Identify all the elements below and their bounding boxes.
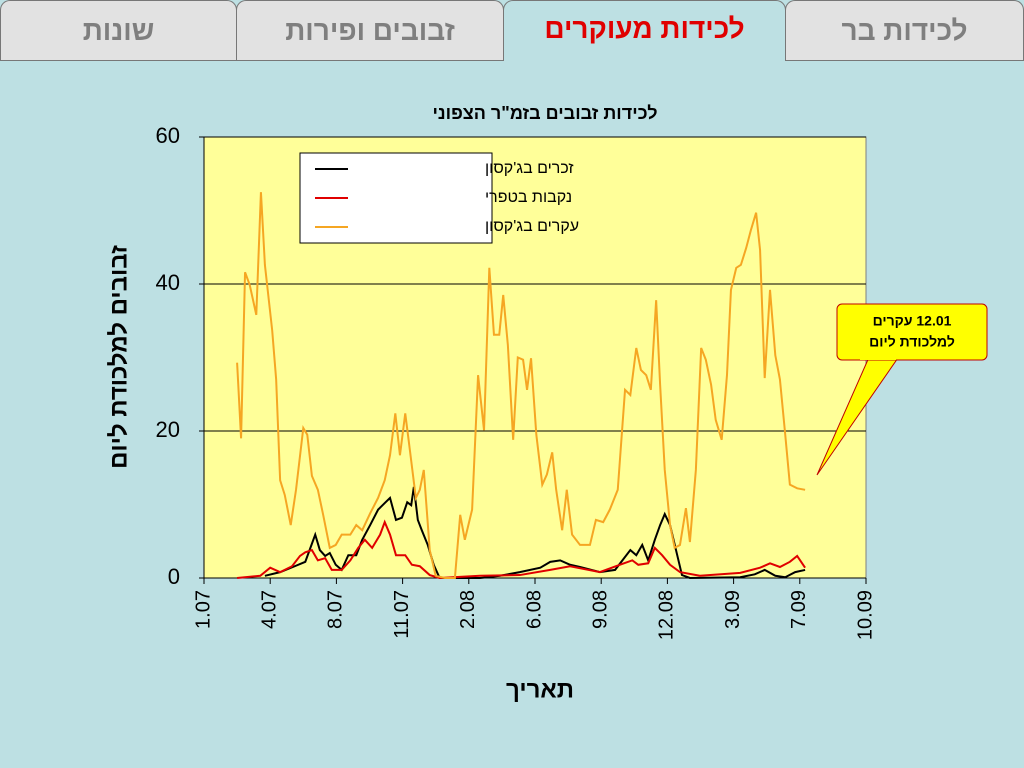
callout-text: 12.01 עקרים (873, 313, 952, 329)
chart-title: לכידות זבובים בזמ"ר הצפוני (432, 103, 657, 123)
callout-join (860, 352, 896, 360)
y-tick-label: 60 (156, 123, 180, 148)
tab[interactable]: לכידות בר (785, 0, 1024, 60)
y-axis-label: זבובים למלכודת ליום (105, 245, 132, 469)
series-line (237, 519, 806, 580)
x-tick-label: 6.08 (523, 590, 545, 629)
series-line (236, 192, 806, 579)
callout-text: למלכודת ליום (869, 334, 955, 350)
x-tick-label: 9.08 (589, 590, 611, 629)
callout-box (836, 303, 988, 361)
x-tick-label: 10.09 (854, 590, 876, 640)
tab[interactable]: שונות (0, 0, 237, 60)
x-tick-label: 3.09 (722, 590, 744, 629)
legend-label: זכרים בג'קסון (485, 160, 574, 177)
legend-label: נקבות בטפרי (485, 189, 572, 206)
tab[interactable]: זבובים ופירות (236, 0, 504, 60)
x-tick-label: 4.07 (258, 590, 280, 629)
x-tick-label: 8.07 (325, 590, 347, 629)
y-tick-label: 40 (156, 270, 180, 295)
x-tick-label: 7.09 (788, 590, 810, 629)
tab-active[interactable]: לכידות מעוקרים (503, 0, 786, 61)
legend-label: עקרים בג'קסון (485, 218, 579, 235)
x-axis-label: תאריך (506, 676, 574, 703)
x-tick-label: 11.07 (391, 590, 413, 639)
x-tick-label: 1.07 (192, 590, 214, 629)
x-tick-label: 2.08 (457, 590, 479, 629)
y-tick-label: 0 (168, 564, 180, 589)
y-tick-label: 20 (156, 417, 180, 442)
x-tick-label: 12.08 (656, 590, 678, 640)
